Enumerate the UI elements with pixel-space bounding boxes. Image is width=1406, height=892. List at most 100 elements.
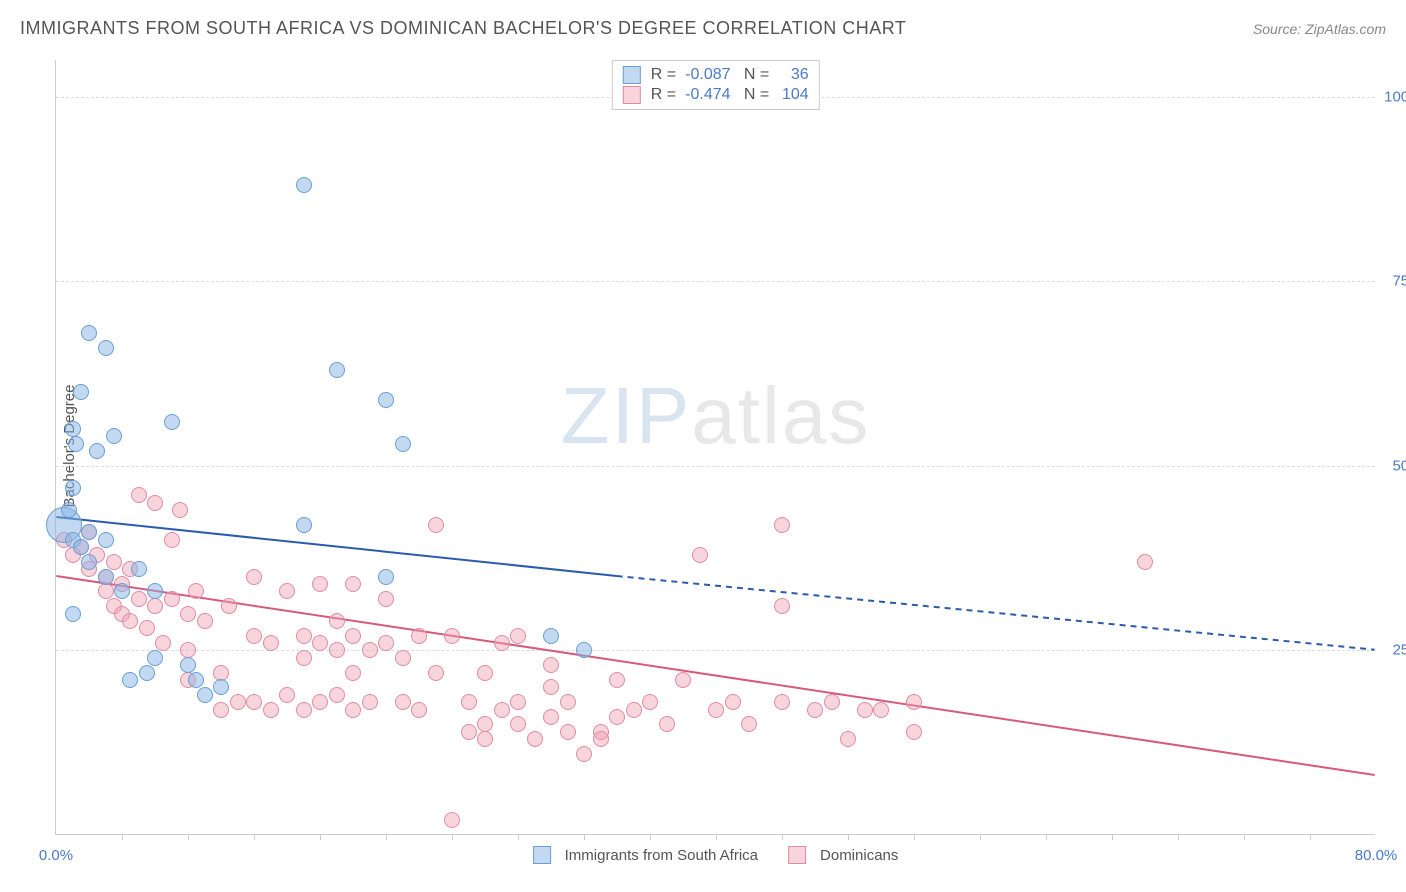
series1-point (395, 436, 411, 452)
stats-row-1: R = -0.087 N = 36 (622, 65, 808, 85)
series2-point (345, 628, 361, 644)
series2-point (329, 613, 345, 629)
series1-point (147, 650, 163, 666)
legend-item-1: Immigrants from South Africa (533, 846, 758, 864)
series1-point (81, 554, 97, 570)
series1-point (378, 569, 394, 585)
series2-point (774, 517, 790, 533)
series2-point (246, 569, 262, 585)
ytick-label: 50.0% (1380, 457, 1406, 474)
series2-point (1137, 554, 1153, 570)
xtick (1046, 834, 1047, 840)
series2-point (626, 702, 642, 718)
legend-item-2: Dominicans (788, 846, 898, 864)
series2-point (609, 672, 625, 688)
series2-point (675, 672, 691, 688)
series2-point (378, 635, 394, 651)
legend: Immigrants from South Africa Dominicans (533, 846, 899, 864)
series1-point (188, 672, 204, 688)
chart-area: ZIPatlas 25.0%50.0%75.0%100.0% R = -0.08… (55, 60, 1375, 835)
series1-point (89, 443, 105, 459)
xtick (980, 834, 981, 840)
xtick (848, 834, 849, 840)
series1-point (147, 583, 163, 599)
xtick (122, 834, 123, 840)
series1-point (73, 539, 89, 555)
legend-label-1: Immigrants from South Africa (565, 847, 758, 864)
xtick (782, 834, 783, 840)
series1-swatch (622, 66, 640, 84)
xtick (452, 834, 453, 840)
xtick (254, 834, 255, 840)
series2-point (131, 487, 147, 503)
series2-point (345, 576, 361, 592)
series2-point (560, 724, 576, 740)
xtick (650, 834, 651, 840)
series2-swatch (622, 86, 640, 104)
series2-point (221, 598, 237, 614)
series1-point (296, 177, 312, 193)
series2-point (642, 694, 658, 710)
series2-point (246, 628, 262, 644)
xtick (320, 834, 321, 840)
series1-point (65, 480, 81, 496)
series2-point (362, 694, 378, 710)
series2-point (477, 731, 493, 747)
series2-point (279, 583, 295, 599)
xtick-label: 0.0% (39, 847, 73, 864)
legend-label-2: Dominicans (820, 847, 898, 864)
plot-svg (56, 60, 1375, 834)
series1-point (213, 679, 229, 695)
series2-point (312, 635, 328, 651)
stats-box: R = -0.087 N = 36 R = -0.474 N = 104 (611, 60, 819, 110)
series2-point (906, 724, 922, 740)
source-label: Source: ZipAtlas.com (1253, 21, 1386, 37)
series2-point (147, 495, 163, 511)
series2-point (378, 591, 394, 607)
series1-point (68, 436, 84, 452)
series1-swatch-icon (533, 846, 551, 864)
series2-point (164, 591, 180, 607)
xtick (914, 834, 915, 840)
series2-point (296, 702, 312, 718)
series2-point (155, 635, 171, 651)
series2-point (840, 731, 856, 747)
series2-point (444, 812, 460, 828)
series2-point (477, 665, 493, 681)
series2-point (312, 576, 328, 592)
series2-point (510, 628, 526, 644)
series1-point (98, 569, 114, 585)
series2-point (510, 716, 526, 732)
xtick (188, 834, 189, 840)
series2-point (395, 650, 411, 666)
series2-point (560, 694, 576, 710)
series1-point (378, 392, 394, 408)
series1-point (81, 325, 97, 341)
xtick (1310, 834, 1311, 840)
series2-point (774, 694, 790, 710)
series2-point (263, 702, 279, 718)
series2-point (296, 628, 312, 644)
series2-point (428, 517, 444, 533)
series2-point (246, 694, 262, 710)
series2-point (609, 709, 625, 725)
series2-point (329, 687, 345, 703)
xtick (716, 834, 717, 840)
series2-point (494, 702, 510, 718)
series1-point (65, 606, 81, 622)
series2-point (296, 650, 312, 666)
series2-point (411, 702, 427, 718)
ytick-label: 25.0% (1380, 642, 1406, 659)
series1-point (98, 532, 114, 548)
series2-point (725, 694, 741, 710)
series2-point (477, 716, 493, 732)
xtick (584, 834, 585, 840)
series2-point (873, 702, 889, 718)
series2-point (510, 694, 526, 710)
series2-point (279, 687, 295, 703)
series2-point (312, 694, 328, 710)
series2-point (197, 613, 213, 629)
series2-point (329, 642, 345, 658)
xtick (386, 834, 387, 840)
ytick-label: 75.0% (1380, 273, 1406, 290)
